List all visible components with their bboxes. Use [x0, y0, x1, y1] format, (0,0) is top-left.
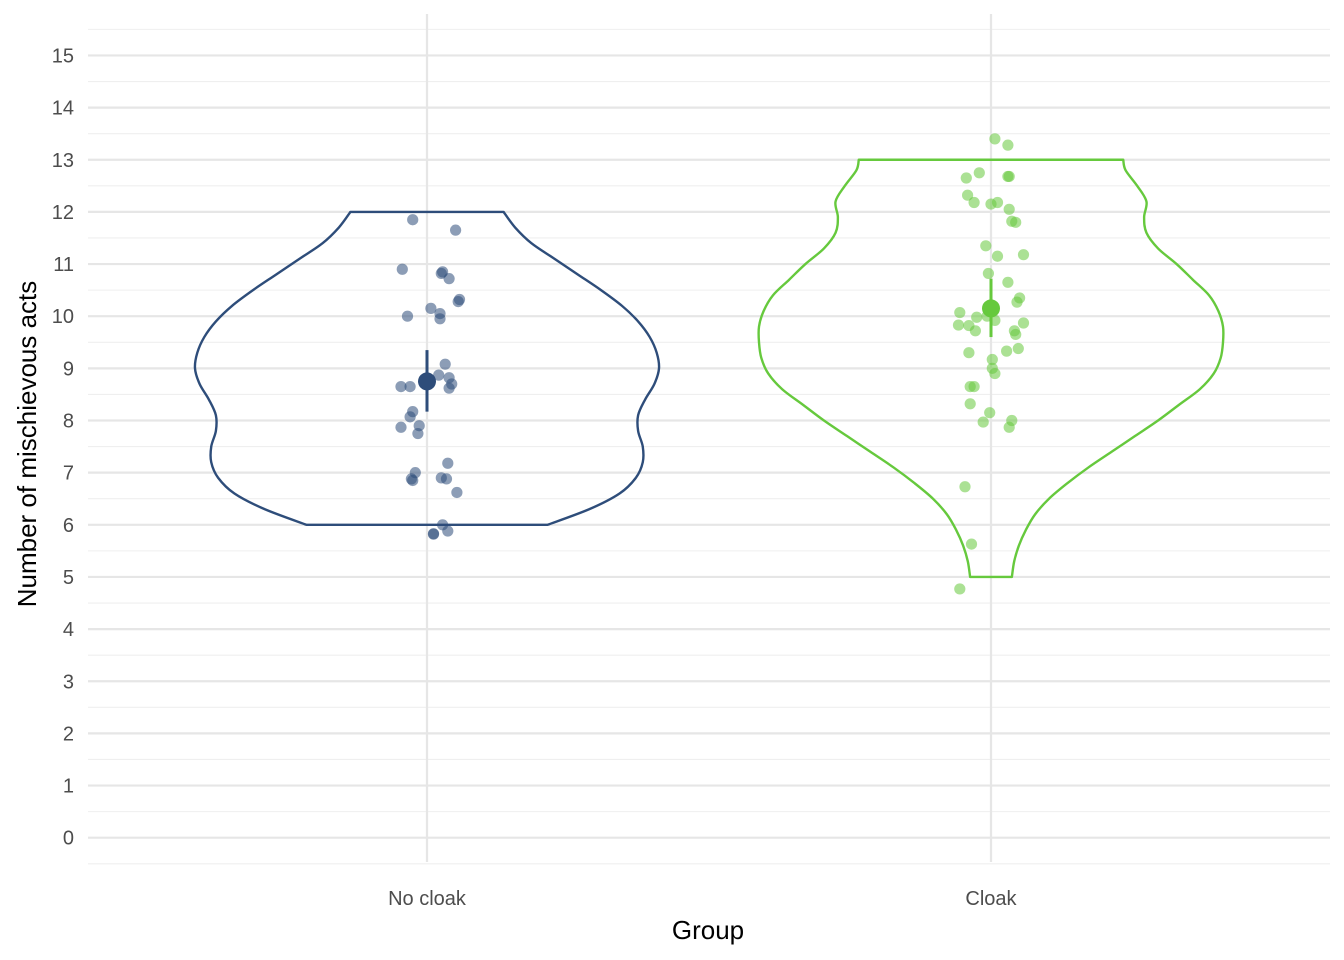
data-point: [425, 302, 437, 314]
y-tick-label: 7: [63, 463, 74, 485]
data-point: [982, 267, 995, 280]
y-tick-label: 15: [52, 45, 74, 67]
data-point: [980, 240, 992, 252]
data-point: [442, 525, 454, 537]
data-point: [989, 367, 1001, 380]
data-point: [977, 416, 989, 428]
x-axis-title: Group: [672, 915, 744, 945]
y-tick-label: 10: [52, 306, 74, 328]
data-point: [968, 196, 980, 209]
data-point: [989, 133, 1001, 145]
data-point: [401, 310, 414, 322]
data-point: [1017, 249, 1030, 261]
y-tick-label: 12: [52, 202, 74, 224]
data-point: [404, 381, 416, 393]
data-point: [407, 474, 419, 487]
y-tick-label: 11: [53, 254, 74, 276]
grid: [88, 14, 1330, 865]
data-point: [1003, 203, 1015, 215]
mean-marker: [418, 372, 436, 391]
y-tick-label: 8: [63, 411, 74, 433]
data-point: [968, 381, 980, 393]
data-point: [962, 189, 974, 201]
data-point: [1002, 139, 1014, 151]
data-point: [439, 358, 451, 370]
data-point: [451, 486, 463, 499]
y-tick-label: 13: [52, 150, 74, 172]
y-axis-title: Number of mischievous acts: [12, 281, 42, 608]
data-point: [954, 306, 966, 319]
data-point: [1002, 276, 1014, 288]
data-point: [954, 583, 966, 595]
y-tick-label: 6: [63, 515, 74, 537]
data-point: [434, 313, 446, 325]
data-point: [404, 411, 416, 423]
data-point: [427, 528, 440, 540]
data-point: [991, 196, 1004, 209]
data-point: [952, 319, 965, 331]
violins: [193, 158, 1225, 579]
data-point: [1012, 342, 1024, 355]
data-point: [443, 273, 455, 285]
data-point: [984, 407, 996, 419]
data-point: [395, 421, 407, 433]
data-point: [965, 538, 978, 550]
y-tick-label: 1: [63, 776, 74, 798]
data-point: [959, 481, 971, 493]
mean-marker: [982, 299, 1000, 318]
mean-ci-markers: [418, 278, 1000, 412]
y-tick-label: 14: [52, 98, 74, 120]
data-point: [442, 457, 454, 469]
data-point: [969, 325, 982, 337]
data-point: [1011, 296, 1023, 308]
data-point: [1017, 317, 1030, 329]
y-tick-label: 0: [63, 828, 74, 850]
y-tick-label: 5: [63, 567, 74, 589]
data-point: [971, 311, 983, 323]
data-point: [433, 369, 445, 381]
data-point: [960, 172, 972, 184]
y-tick-label: 9: [63, 358, 74, 380]
data-point: [963, 347, 975, 359]
data-point: [1010, 328, 1022, 341]
data-point: [991, 250, 1004, 262]
data-point: [1002, 170, 1014, 183]
violin-outline: [757, 158, 1225, 579]
data-point: [407, 214, 419, 226]
jittered-points: [395, 133, 1030, 595]
data-point: [986, 353, 998, 366]
data-point: [395, 381, 407, 393]
data-point: [973, 167, 985, 179]
x-tick-label: No cloak: [388, 888, 467, 910]
data-point: [412, 427, 424, 440]
data-point: [1010, 216, 1022, 228]
y-tick-label: 3: [63, 671, 74, 693]
data-point: [452, 295, 464, 308]
data-point: [396, 263, 408, 275]
data-point: [964, 398, 976, 410]
data-point: [1001, 345, 1013, 357]
data-point: [443, 382, 455, 394]
data-point: [1003, 421, 1015, 433]
data-point: [450, 224, 462, 236]
data-point: [440, 473, 453, 485]
x-tick-label: Cloak: [965, 888, 1017, 910]
y-tick-label: 4: [63, 619, 74, 641]
y-tick-label: 2: [63, 723, 74, 745]
violin-outline: [193, 210, 661, 526]
